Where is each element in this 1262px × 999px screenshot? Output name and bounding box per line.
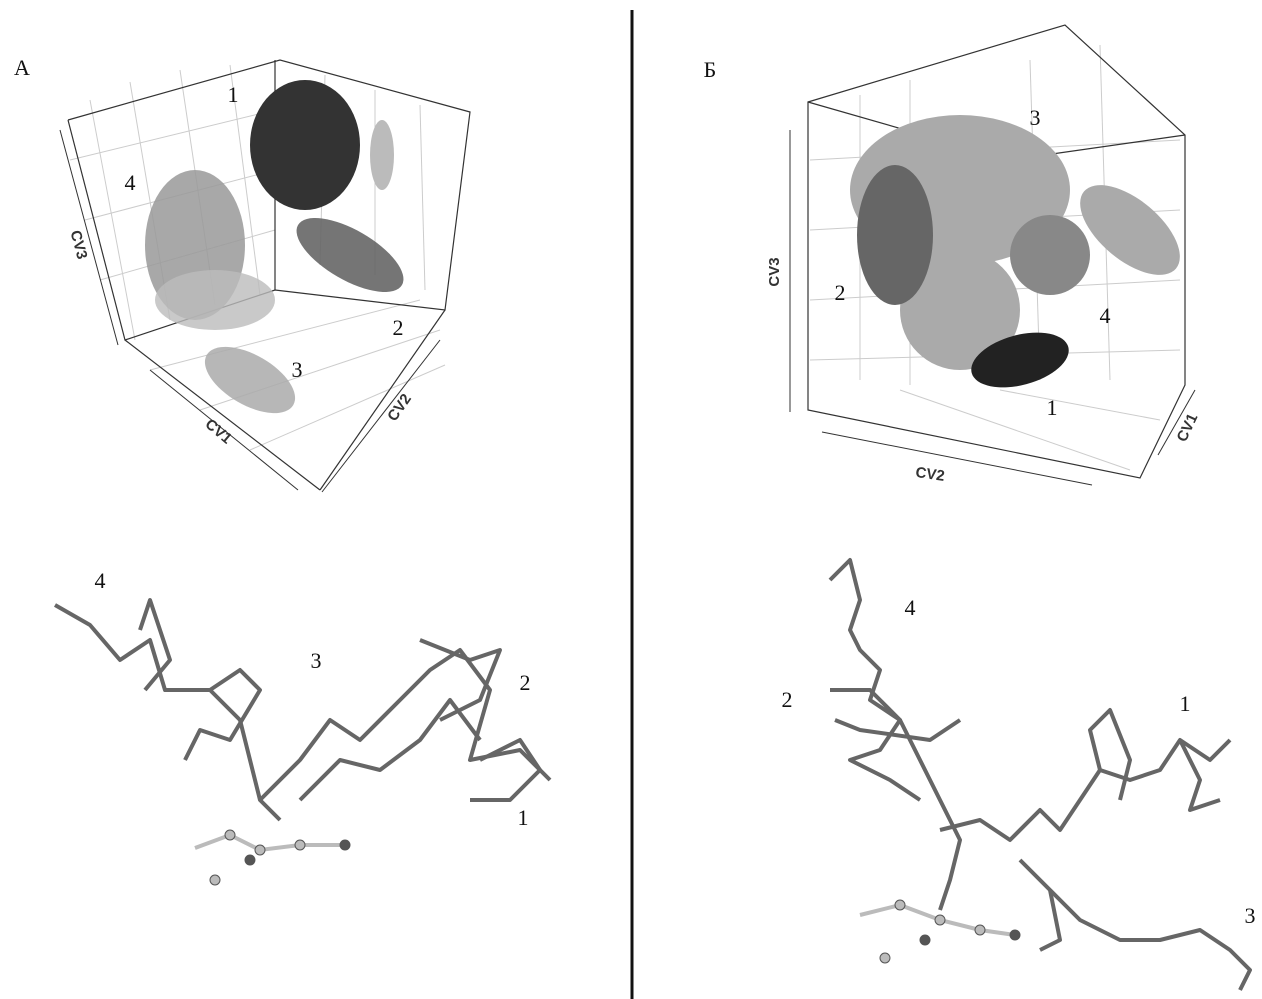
cluster-label: 3 <box>292 357 303 382</box>
axis-arrow <box>322 340 440 492</box>
cluster-label: 4 <box>125 170 136 195</box>
axis-label: CV3 <box>67 229 91 262</box>
axis-label: CV2 <box>914 464 945 485</box>
molecule <box>830 560 1250 990</box>
ligand <box>195 830 350 885</box>
structure-label: 3 <box>311 648 322 673</box>
panel-label: А <box>14 55 30 80</box>
axis-label: CV3 <box>766 257 783 286</box>
cluster-cloud <box>370 120 394 190</box>
cluster-label: 2 <box>393 315 404 340</box>
axis-label: CV2 <box>384 391 415 425</box>
cluster-cloud <box>1010 215 1090 295</box>
structure-label: 1 <box>1180 691 1191 716</box>
cluster-label: 4 <box>1100 303 1111 328</box>
figure: А CV1 CV2 CV3 1 2 3 4 4 3 2 1 Б CV1 CV2 <box>0 0 1262 999</box>
panel-label: Б <box>704 57 717 82</box>
structure-label: 3 <box>1245 903 1256 928</box>
structure-label: 4 <box>95 568 106 593</box>
axis-label: CV1 <box>1174 411 1202 445</box>
structure-label: 4 <box>905 595 916 620</box>
molecule <box>55 600 550 820</box>
cluster-cloud <box>286 203 415 306</box>
structure-label: 1 <box>518 805 529 830</box>
cluster-label: 1 <box>1047 395 1058 420</box>
structure-label: 2 <box>782 687 793 712</box>
cluster-label: 3 <box>1030 105 1041 130</box>
structure-label: 2 <box>520 670 531 695</box>
cluster-cloud <box>857 165 933 305</box>
cluster-label: 1 <box>228 82 239 107</box>
cluster-cloud <box>250 80 360 210</box>
cluster-label: 2 <box>835 280 846 305</box>
cluster-cloud <box>155 270 275 330</box>
